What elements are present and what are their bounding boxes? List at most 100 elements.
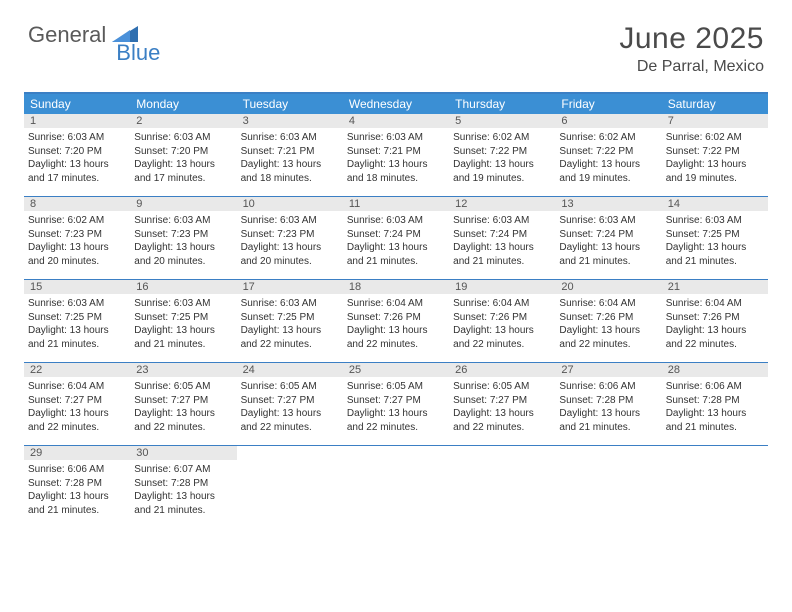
empty-cell <box>555 446 661 528</box>
day-cell: 9Sunrise: 6:03 AMSunset: 7:23 PMDaylight… <box>130 197 236 279</box>
day-cell: 5Sunrise: 6:02 AMSunset: 7:22 PMDaylight… <box>449 114 555 196</box>
day-number: 2 <box>136 115 230 127</box>
day-cell: 25Sunrise: 6:05 AMSunset: 7:27 PMDayligh… <box>343 363 449 445</box>
day-detail: and 22 minutes. <box>453 338 551 352</box>
day-number: 13 <box>561 198 655 210</box>
day-detail: Daylight: 13 hours <box>347 324 445 338</box>
day-detail: Sunset: 7:20 PM <box>134 145 232 159</box>
day-detail: Sunrise: 6:06 AM <box>559 380 657 394</box>
empty-cell <box>449 446 555 528</box>
day-detail: Sunset: 7:23 PM <box>134 228 232 242</box>
day-detail: Sunrise: 6:03 AM <box>241 297 339 311</box>
day-detail: Daylight: 13 hours <box>666 241 764 255</box>
day-detail: Sunrise: 6:02 AM <box>28 214 126 228</box>
day-cell: 6Sunrise: 6:02 AMSunset: 7:22 PMDaylight… <box>555 114 661 196</box>
day-detail: Daylight: 13 hours <box>134 324 232 338</box>
day-detail: Sunset: 7:28 PM <box>559 394 657 408</box>
day-number: 24 <box>243 364 337 376</box>
day-detail: Daylight: 13 hours <box>453 324 551 338</box>
day-detail: and 21 minutes. <box>28 504 126 518</box>
day-number: 7 <box>668 115 762 127</box>
day-detail: and 17 minutes. <box>28 172 126 186</box>
day-detail: Sunset: 7:27 PM <box>28 394 126 408</box>
day-detail: Sunrise: 6:06 AM <box>666 380 764 394</box>
day-number: 11 <box>349 198 443 210</box>
day-detail: and 20 minutes. <box>28 255 126 269</box>
day-number-bar: 23 <box>130 363 236 377</box>
day-number-bar: 22 <box>24 363 130 377</box>
day-number-bar: 12 <box>449 197 555 211</box>
day-detail: and 21 minutes. <box>28 338 126 352</box>
empty-cell <box>343 446 449 528</box>
day-cell: 23 Sunrise: 6:05 AMSunset: 7:27 PMDayligh… <box>130 363 236 445</box>
day-detail: and 22 minutes. <box>241 338 339 352</box>
day-number: 6 <box>561 115 655 127</box>
day-detail: Sunset: 7:26 PM <box>559 311 657 325</box>
day-number: 21 <box>668 281 762 293</box>
day-number: 14 <box>668 198 762 210</box>
day-detail: and 21 minutes. <box>134 338 232 352</box>
day-cell: 20Sunrise: 6:04 AMSunset: 7:26 PMDayligh… <box>555 280 661 362</box>
day-number-bar: 17 <box>237 280 343 294</box>
day-detail: Sunrise: 6:04 AM <box>453 297 551 311</box>
day-detail: Sunrise: 6:03 AM <box>134 214 232 228</box>
day-detail: and 17 minutes. <box>134 172 232 186</box>
day-number-bar: 13 <box>555 197 661 211</box>
day-detail: Sunrise: 6:03 AM <box>347 131 445 145</box>
day-detail: Sunset: 7:27 PM <box>134 394 232 408</box>
day-detail: Sunset: 7:24 PM <box>453 228 551 242</box>
day-detail: Sunset: 7:22 PM <box>559 145 657 159</box>
location: De Parral, Mexico <box>619 58 764 76</box>
day-cell: 22Sunrise: 6:04 AMSunset: 7:27 PMDayligh… <box>24 363 130 445</box>
day-number: 9 <box>136 198 230 210</box>
day-detail: Sunset: 7:20 PM <box>28 145 126 159</box>
day-number: 4 <box>349 115 443 127</box>
dow-cell: Saturday <box>662 94 768 114</box>
day-detail: Daylight: 13 hours <box>347 241 445 255</box>
dow-cell: Thursday <box>449 94 555 114</box>
day-number: 28 <box>668 364 762 376</box>
week-row: 1Sunrise: 6:03 AMSunset: 7:20 PMDaylight… <box>24 114 768 197</box>
day-number: 29 <box>30 447 124 459</box>
day-detail: Sunset: 7:24 PM <box>559 228 657 242</box>
day-detail: and 18 minutes. <box>347 172 445 186</box>
week-row: 22Sunrise: 6:04 AMSunset: 7:27 PMDayligh… <box>24 363 768 446</box>
day-detail: Daylight: 13 hours <box>28 490 126 504</box>
day-detail: and 22 minutes. <box>241 421 339 435</box>
day-cell: 26Sunrise: 6:05 AMSunset: 7:27 PMDayligh… <box>449 363 555 445</box>
dow-row: Sunday Monday Tuesday Wednesday Thursday… <box>24 94 768 114</box>
day-number-bar: 6 <box>555 114 661 128</box>
day-cell: 8Sunrise: 6:02 AMSunset: 7:23 PMDaylight… <box>24 197 130 279</box>
day-detail: Sunset: 7:25 PM <box>241 311 339 325</box>
day-detail: and 20 minutes. <box>241 255 339 269</box>
day-detail: Daylight: 13 hours <box>666 324 764 338</box>
day-cell: 18Sunrise: 6:04 AMSunset: 7:26 PMDayligh… <box>343 280 449 362</box>
day-number-bar: 29 <box>24 446 130 460</box>
day-detail: and 22 minutes. <box>666 338 764 352</box>
day-number: 1 <box>30 115 124 127</box>
day-detail: Daylight: 13 hours <box>134 407 232 421</box>
day-detail: and 22 minutes. <box>134 421 232 435</box>
day-number-bar: 3 <box>237 114 343 128</box>
day-number-bar: 8 <box>24 197 130 211</box>
logo-text-general: General <box>28 22 106 48</box>
day-number: 23 <box>136 364 230 376</box>
logo-text-blue: Blue <box>116 40 160 66</box>
day-detail: and 21 minutes. <box>666 255 764 269</box>
day-detail: Daylight: 13 hours <box>347 407 445 421</box>
day-cell: 1Sunrise: 6:03 AMSunset: 7:20 PMDaylight… <box>24 114 130 196</box>
day-detail: Sunset: 7:27 PM <box>347 394 445 408</box>
day-detail: and 19 minutes. <box>453 172 551 186</box>
dow-cell: Wednesday <box>343 94 449 114</box>
day-detail: Sunrise: 6:05 AM <box>134 380 232 394</box>
day-detail: Sunrise: 6:03 AM <box>134 131 232 145</box>
day-detail: Sunrise: 6:04 AM <box>666 297 764 311</box>
day-detail: and 21 minutes. <box>134 504 232 518</box>
day-number-bar: 28 <box>662 363 768 377</box>
day-cell: 4Sunrise: 6:03 AMSunset: 7:21 PMDaylight… <box>343 114 449 196</box>
day-detail: Sunrise: 6:03 AM <box>134 297 232 311</box>
day-detail: Daylight: 13 hours <box>134 490 232 504</box>
day-cell: 15Sunrise: 6:03 AMSunset: 7:25 PMDayligh… <box>24 280 130 362</box>
day-detail: Sunset: 7:27 PM <box>241 394 339 408</box>
day-detail: Sunset: 7:22 PM <box>453 145 551 159</box>
